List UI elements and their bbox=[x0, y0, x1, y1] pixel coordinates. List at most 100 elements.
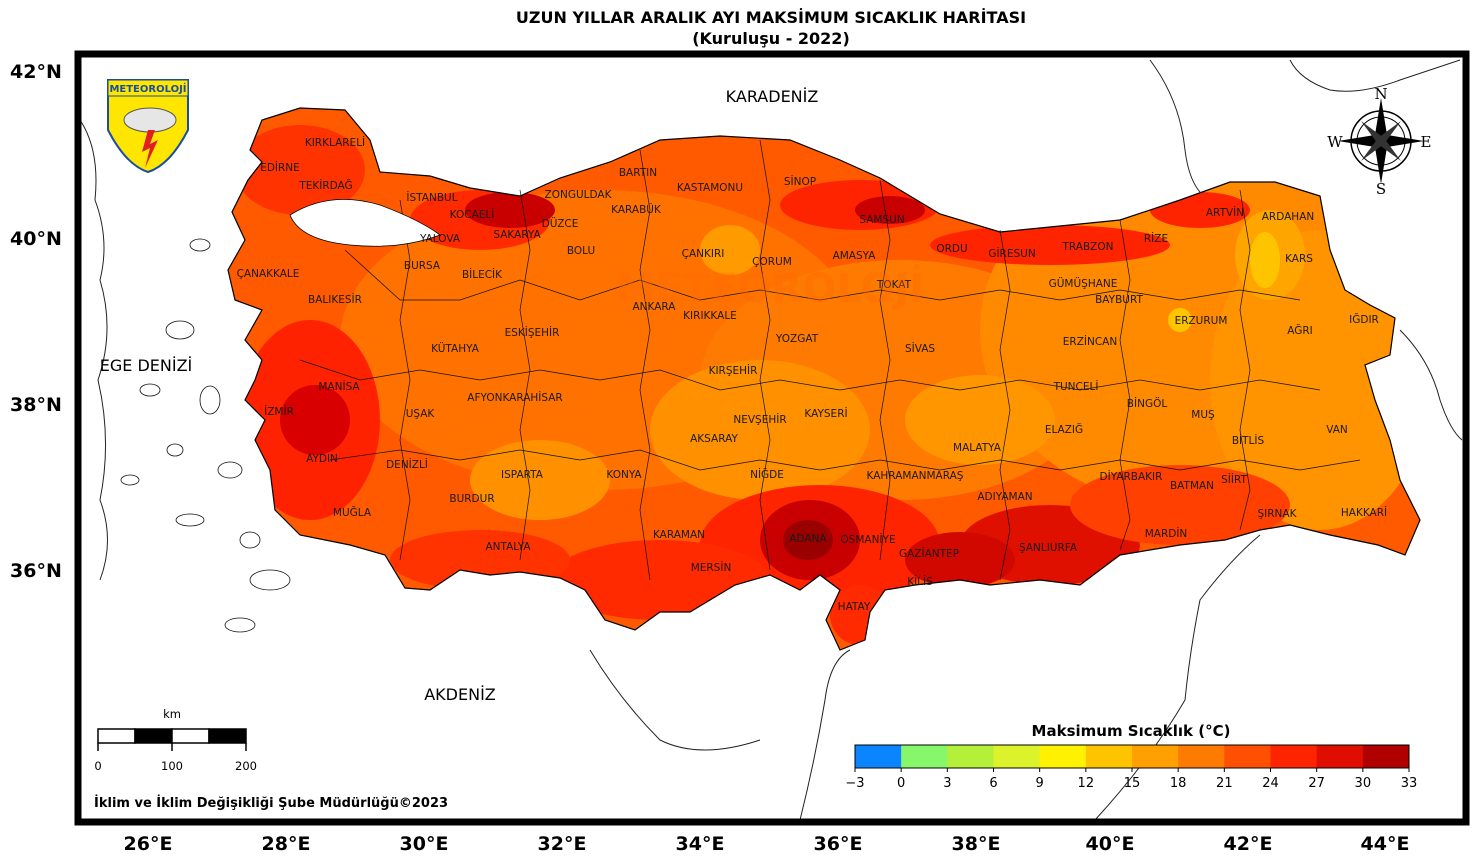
aegean-sea-label: EGE DENİZİ bbox=[100, 356, 193, 375]
province-label: ANTALYA bbox=[485, 541, 531, 553]
lon-label-28: 28°E bbox=[261, 833, 311, 855]
lon-label-44: 44°E bbox=[1360, 833, 1410, 855]
province-label: ELAZIĞ bbox=[1045, 423, 1083, 436]
province-label: HATAY bbox=[838, 601, 871, 613]
province-label: BİTLİS bbox=[1232, 434, 1265, 447]
province-label: İSTANBUL bbox=[406, 191, 457, 204]
province-label: ISPARTA bbox=[501, 469, 544, 481]
province-label: MALATYA bbox=[953, 442, 1002, 454]
province-label: OSMANİYE bbox=[840, 533, 895, 546]
province-label: KARS bbox=[1285, 253, 1313, 265]
province-label: ZONGULDAK bbox=[545, 189, 613, 201]
legend-tick-label: 6 bbox=[989, 776, 997, 791]
province-label: SAMSUN bbox=[859, 214, 904, 226]
province-label: MANİSA bbox=[318, 380, 360, 393]
legend-color-bin bbox=[1316, 745, 1364, 768]
map-frame bbox=[74, 50, 1470, 826]
province-label: ÇANKIRI bbox=[682, 248, 725, 260]
colorbar-legend: Maksimum Sıcaklık (°C) −3 0 3 6 9 12 15 18 21 24 2… bbox=[845, 722, 1417, 791]
province-label: ORDU bbox=[936, 243, 967, 255]
province-label: ERZİNCAN bbox=[1063, 335, 1117, 348]
province-label: TRABZON bbox=[1062, 241, 1114, 253]
province-label: ADANA bbox=[789, 533, 827, 545]
province-label: ERZURUM bbox=[1175, 315, 1228, 327]
province-label: KAHRAMANMARAŞ bbox=[867, 470, 964, 482]
province-label: GİRESUN bbox=[988, 247, 1035, 260]
province-label: TUNCELİ bbox=[1053, 380, 1099, 393]
lon-label-30: 30°E bbox=[399, 833, 449, 855]
province-label: BALIKESİR bbox=[308, 293, 362, 306]
lon-label-32: 32°E bbox=[537, 833, 587, 855]
province-labels: KIRKLARELİ EDİRNE TEKİRDAĞ İSTANBUL KOCAELİ S… bbox=[237, 136, 1388, 613]
province-label: MERSİN bbox=[691, 561, 732, 574]
province-label: AKSARAY bbox=[690, 433, 738, 445]
province-label: MUŞ bbox=[1191, 409, 1215, 421]
black-sea-label: KARADENİZ bbox=[726, 87, 819, 106]
province-label: BAYBURT bbox=[1095, 294, 1143, 306]
province-label: SAKARYA bbox=[493, 229, 541, 241]
province-label: BURSA bbox=[404, 260, 441, 272]
legend-color-bin bbox=[1039, 745, 1087, 768]
province-label: KASTAMONU bbox=[677, 182, 743, 194]
province-label: KARAMAN bbox=[653, 529, 705, 541]
province-label: KİLİS bbox=[907, 575, 933, 588]
lat-label-36: 36°N bbox=[10, 560, 62, 582]
province-label: ŞANLIURFA bbox=[1019, 542, 1078, 554]
province-label: BOLU bbox=[567, 245, 595, 257]
meteoroloji-logo: METEOROLOJİ bbox=[107, 79, 189, 174]
compass-e: E bbox=[1421, 133, 1432, 151]
province-label: DİYARBAKIR bbox=[1100, 470, 1163, 483]
lon-label-42: 42°E bbox=[1223, 833, 1273, 855]
province-label: BURDUR bbox=[449, 493, 494, 505]
province-label: SİİRT bbox=[1221, 473, 1247, 486]
legend-tick-label: 24 bbox=[1262, 776, 1279, 791]
province-label: GÜMÜŞHANE bbox=[1049, 277, 1118, 290]
province-label: MARDİN bbox=[1145, 527, 1188, 540]
legend-tick-label: 3 bbox=[943, 776, 951, 791]
province-label: KOCAELİ bbox=[450, 208, 495, 221]
mediterranean-label: AKDENİZ bbox=[424, 685, 496, 704]
province-label: DENİZLİ bbox=[386, 458, 428, 471]
province-label: NEVŞEHİR bbox=[733, 413, 786, 426]
province-label: YALOVA bbox=[419, 233, 461, 245]
lon-label-34: 34°E bbox=[675, 833, 725, 855]
province-label: KONYA bbox=[606, 469, 642, 481]
province-label: KAYSERİ bbox=[804, 407, 847, 420]
province-label: NİĞDE bbox=[750, 468, 784, 481]
province-label: ÇANAKKALE bbox=[237, 268, 300, 280]
marmara-sea bbox=[289, 199, 441, 247]
legend-color-bin bbox=[1178, 745, 1225, 768]
legend-color-bin bbox=[947, 745, 994, 768]
legend-tick-label: 0 bbox=[897, 776, 905, 791]
province-label: KIRKLARELİ bbox=[305, 136, 365, 149]
province-label: ARTVİN bbox=[1206, 206, 1244, 219]
province-label: ARDAHAN bbox=[1262, 211, 1315, 223]
scale-tick-200: 200 bbox=[235, 759, 257, 773]
province-label: IĞDIR bbox=[1349, 313, 1379, 326]
province-label: ÇORUM bbox=[752, 256, 792, 268]
province-label: SİNOP bbox=[784, 175, 816, 188]
scale-tick-0: 0 bbox=[94, 759, 101, 773]
province-label: RİZE bbox=[1144, 232, 1168, 245]
province-borders bbox=[299, 139, 1361, 581]
province-label: AĞRI bbox=[1287, 324, 1313, 337]
province-label: ŞIRNAK bbox=[1258, 508, 1298, 520]
province-label: BİLECİK bbox=[462, 268, 503, 281]
legend-tick-label: 21 bbox=[1216, 776, 1233, 791]
province-label: SİVAS bbox=[905, 342, 935, 355]
map-subtitle: (Kuruluşu - 2022) bbox=[692, 29, 850, 48]
lon-label-36: 36°E bbox=[813, 833, 863, 855]
legend-color-bin bbox=[1362, 745, 1410, 768]
province-label: İZMİR bbox=[264, 405, 294, 418]
lat-label-38: 38°N bbox=[10, 394, 62, 416]
sea-labels: KARADENİZ EGE DENİZİ AKDENİZ bbox=[100, 87, 819, 704]
province-label: AFYONKARAHİSAR bbox=[467, 391, 562, 404]
lon-label-26: 26°E bbox=[123, 833, 173, 855]
compass-rose: N S E W bbox=[1327, 85, 1431, 198]
province-label: UŞAK bbox=[406, 408, 436, 420]
province-label: VAN bbox=[1326, 424, 1348, 436]
province-label: ESKİŞEHİR bbox=[505, 326, 560, 339]
legend-color-bin bbox=[1132, 745, 1179, 768]
watermark-text: METEOROLOJİ bbox=[616, 264, 924, 312]
